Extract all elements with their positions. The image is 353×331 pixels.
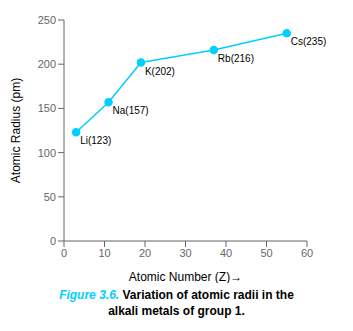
svg-text:Rb(216): Rb(216) [218,53,254,64]
svg-text:250: 250 [38,14,56,26]
svg-text:Li(123): Li(123) [80,135,111,146]
svg-text:100: 100 [38,147,56,159]
svg-text:60: 60 [301,247,313,259]
html-text:Figure 3.6. Variation of atomi: Figure 3.6. Variation of atomic radii in… [59,288,294,302]
svg-text:20: 20 [139,247,151,259]
svg-text:50: 50 [260,247,272,259]
svg-text:Atomic Number (Z)→: Atomic Number (Z)→ [129,270,242,283]
svg-text:0: 0 [61,247,67,259]
svg-text:150: 150 [38,102,56,114]
svg-text:50: 50 [44,191,56,203]
svg-text:40: 40 [220,247,232,259]
svg-text:Cs(235): Cs(235) [291,36,327,47]
html-text:alkali metals of group 1.: alkali metals of group 1. [108,304,245,318]
svg-text:Atomic Radius (pm): Atomic Radius (pm) [9,78,23,183]
svg-text:Na(157): Na(157) [113,105,149,116]
svg-text:0: 0 [50,235,56,247]
svg-text:10: 10 [98,247,110,259]
svg-text:K(202): K(202) [145,66,175,77]
svg-text:30: 30 [179,247,191,259]
svg-text:200: 200 [38,58,56,70]
